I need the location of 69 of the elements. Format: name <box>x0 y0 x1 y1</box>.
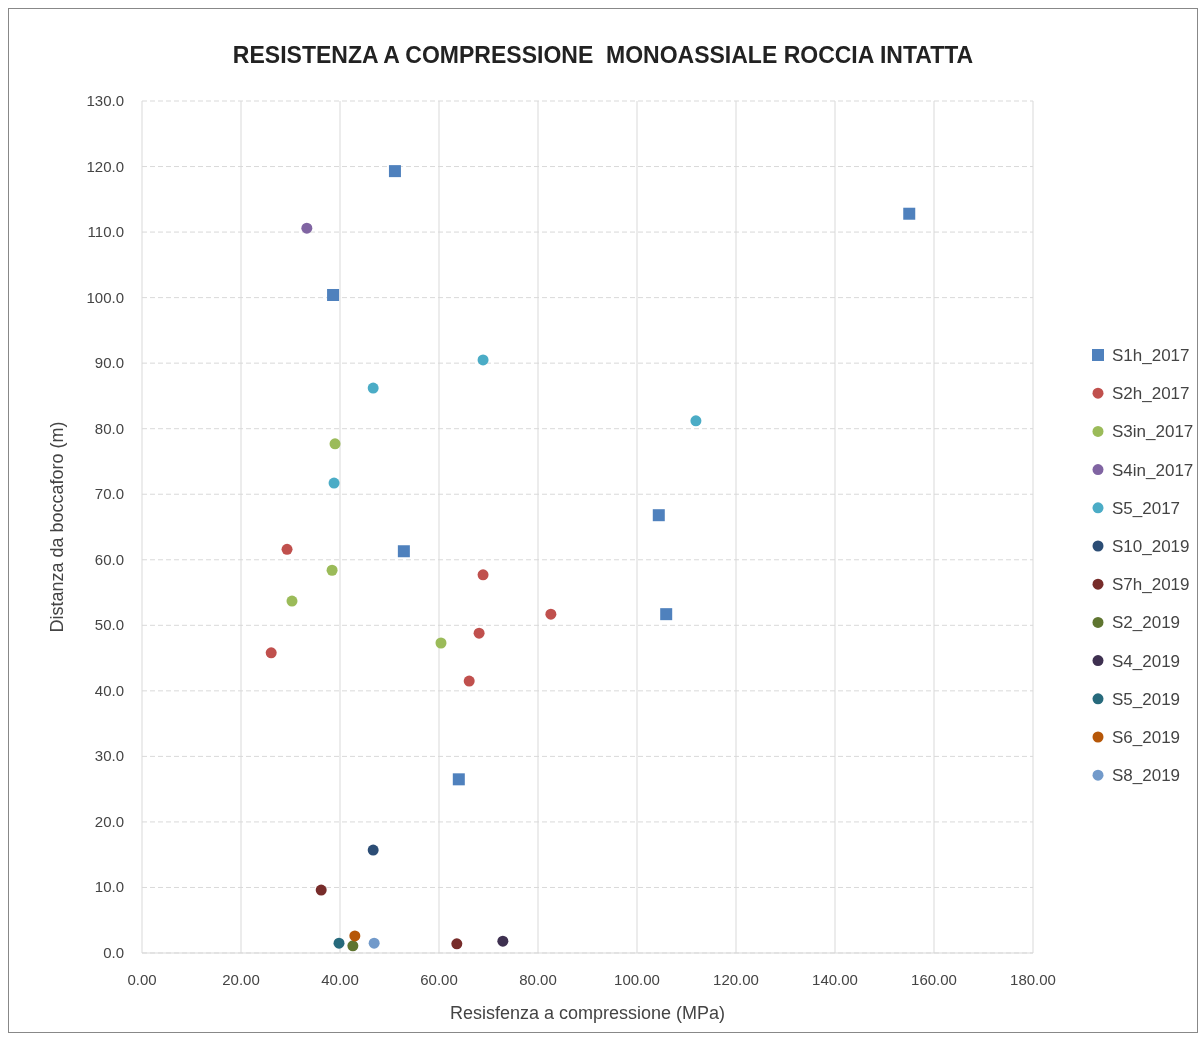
legend-label: S5_2017 <box>1112 498 1181 518</box>
point <box>463 675 475 687</box>
y-tick-label: 130.0 <box>86 92 124 109</box>
x-tick-label: 0.00 <box>127 971 157 988</box>
x-tick-label: 80.00 <box>519 971 557 988</box>
y-tick-label: 120.0 <box>86 157 124 175</box>
point <box>451 938 463 950</box>
point <box>452 773 465 786</box>
point <box>265 647 277 659</box>
point <box>545 608 557 620</box>
point <box>690 415 702 427</box>
y-tick-label: 90.0 <box>94 354 124 372</box>
point <box>333 937 345 949</box>
legend-label: S3in_2017 <box>1112 422 1194 442</box>
x-axis-title: Resisfenza a compressione (MPa) <box>449 1003 726 1023</box>
y-tick-label: 110.0 <box>87 223 124 241</box>
x-tick-label: 20.00 <box>222 971 260 988</box>
point <box>327 288 340 301</box>
point <box>368 937 380 949</box>
y-tick-label: 100.0 <box>86 288 124 306</box>
y-tick-label: 30.0 <box>94 747 124 765</box>
legend-label: S6_2019 <box>1112 728 1181 747</box>
point <box>349 930 361 942</box>
point <box>397 545 410 558</box>
point <box>903 207 916 220</box>
chart-title: RESISTENZA A COMPRESSIONE MONOASSIALE ROCCIA INTATTA <box>232 42 974 68</box>
x-tick-label: 180.00 <box>1010 971 1056 988</box>
point <box>329 438 341 450</box>
legend-label: S7h_2019 <box>1112 575 1190 595</box>
legend-label: S8_2019 <box>1112 766 1181 786</box>
x-tick-label: 40.00 <box>321 971 359 988</box>
legend-label: S5_2019 <box>1112 689 1181 709</box>
y-tick-label: 20.0 <box>94 812 124 830</box>
point <box>367 382 379 394</box>
point <box>435 637 447 649</box>
point <box>477 354 489 366</box>
point <box>315 884 327 896</box>
point <box>328 477 340 489</box>
y-tick-label: 40.0 <box>94 681 124 699</box>
point <box>286 595 298 607</box>
point <box>660 608 673 621</box>
y-axis-title: Distanza da boccaforo (m) <box>47 421 67 633</box>
x-tick-label: 120.00 <box>713 971 759 988</box>
legend-label: S2_2019 <box>1112 613 1181 633</box>
point <box>281 543 293 555</box>
legend-label: S4in_2017 <box>1112 460 1194 480</box>
x-tick-label: 100.00 <box>614 971 660 988</box>
point <box>652 509 665 522</box>
point <box>473 627 485 639</box>
y-tick-label: 50.0 <box>94 616 124 634</box>
point <box>388 165 401 178</box>
y-tick-label: 80.0 <box>94 419 124 437</box>
x-tick-label: 160.00 <box>911 971 957 988</box>
point <box>347 940 359 952</box>
x-tick-label: 140.00 <box>812 971 858 988</box>
legend-label: S1h_2017 <box>1112 346 1190 365</box>
point <box>497 935 509 947</box>
point <box>301 222 313 234</box>
point <box>367 844 379 856</box>
x-tick-label: 60.00 <box>420 971 458 988</box>
point <box>477 569 489 581</box>
legend-label: S2h_2017 <box>1112 384 1190 404</box>
y-tick-label: 0.0 <box>103 944 124 961</box>
y-tick-label: 10.0 <box>94 878 124 896</box>
point <box>326 564 338 576</box>
y-tick-label: 60.0 <box>94 550 124 568</box>
legend-label: S10_2019 <box>1112 537 1190 556</box>
y-tick-label: 70.0 <box>94 485 124 503</box>
legend-label: S4_2019 <box>1112 651 1181 671</box>
